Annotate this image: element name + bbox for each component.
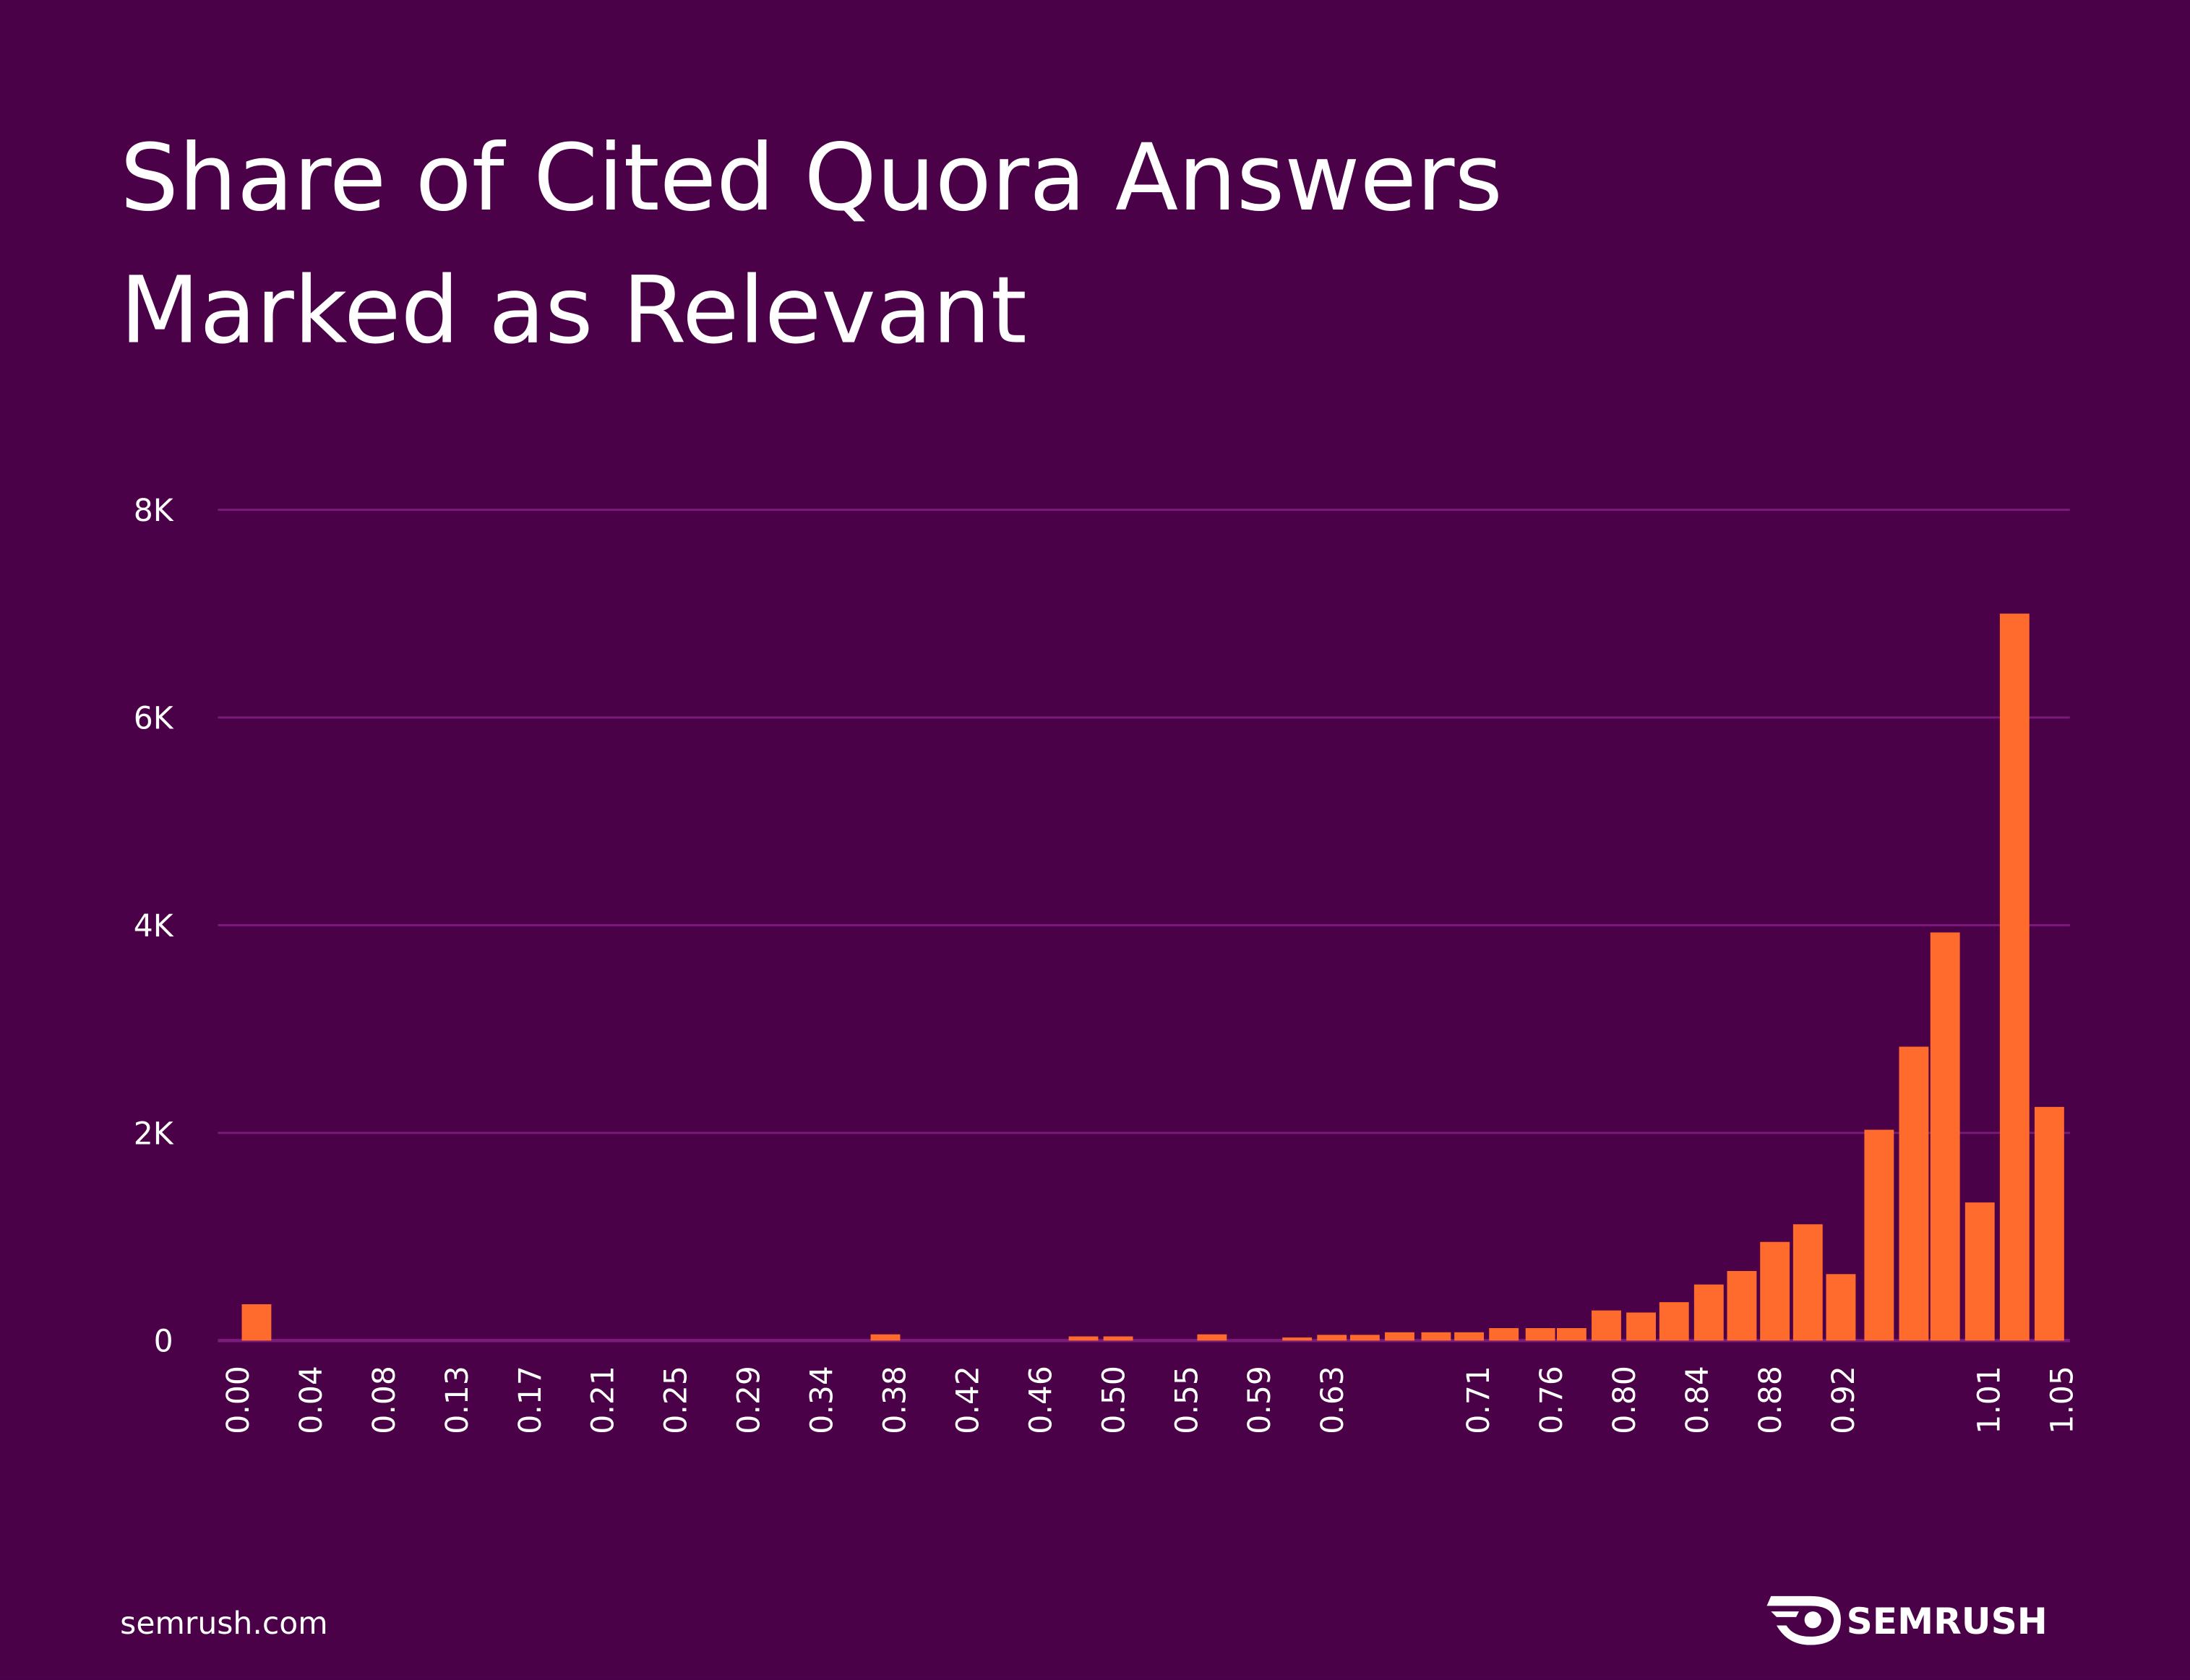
x-tick-label: 1.01 <box>1972 1366 2008 1434</box>
histogram-bar <box>1964 1202 1995 1341</box>
x-tick-label: 0.50 <box>1096 1366 1132 1434</box>
histogram-bar <box>1826 1274 1856 1341</box>
x-tick-label: 0.59 <box>1242 1366 1278 1434</box>
x-tick-label: 0.71 <box>1461 1366 1497 1434</box>
histogram-bar <box>1626 1312 1656 1341</box>
x-tick-label: 0.29 <box>732 1366 768 1434</box>
x-tick-label: 0.92 <box>1826 1366 1862 1434</box>
x-tick-label: 0.08 <box>367 1366 403 1434</box>
x-tick-label: 0.21 <box>586 1366 622 1434</box>
histogram-bar <box>1760 1241 1790 1341</box>
y-tick-label: 6K <box>134 701 174 736</box>
histogram-bar <box>1197 1334 1227 1341</box>
y-tick-label: 8K <box>134 494 174 529</box>
y-tick-label: 0 <box>154 1324 173 1360</box>
x-tick-label: 1.05 <box>2045 1366 2081 1434</box>
x-tick-label: 0.17 <box>513 1366 549 1434</box>
x-tick-label: 0.80 <box>1607 1366 1643 1434</box>
source-label: semrush.com <box>120 1606 327 1642</box>
histogram-bar <box>870 1334 901 1341</box>
logo-text: SEMRUSH <box>1847 1600 2048 1642</box>
x-tick-label: 0.46 <box>1023 1366 1059 1434</box>
x-tick-label: 0.00 <box>221 1366 257 1434</box>
semrush-logo: SEMRUSH <box>1766 1595 2048 1645</box>
histogram-bar <box>1525 1328 1555 1341</box>
histogram-bar <box>1421 1332 1451 1341</box>
x-tick-label: 0.84 <box>1680 1366 1716 1434</box>
y-tick-label: 4K <box>134 909 174 944</box>
histogram-bar <box>1556 1328 1586 1341</box>
histogram-bar <box>1693 1284 1724 1341</box>
histogram-bar <box>1489 1328 1519 1341</box>
histogram-bar <box>1727 1270 1757 1341</box>
x-tick-label: 0.63 <box>1315 1366 1351 1434</box>
histogram-bar <box>1864 1129 1894 1341</box>
histogram-bar <box>1899 1046 1929 1341</box>
histogram-bar <box>1659 1302 1689 1341</box>
histogram-bar <box>241 1304 272 1341</box>
histogram-bar <box>2034 1106 2064 1341</box>
histogram-bar <box>1792 1224 1823 1341</box>
x-tick-label: 0.55 <box>1169 1366 1205 1434</box>
histogram-bar <box>1282 1337 1313 1341</box>
x-tick-label: 0.13 <box>440 1366 476 1434</box>
histogram-bar <box>1317 1335 1347 1341</box>
x-tick-label: 0.38 <box>878 1366 914 1434</box>
histogram-bar <box>1068 1336 1099 1341</box>
histogram-bar <box>1349 1335 1380 1341</box>
x-tick-label: 0.04 <box>294 1366 330 1434</box>
histogram-bar <box>1385 1332 1414 1341</box>
x-tick-label: 0.42 <box>950 1366 986 1434</box>
x-tick-label: 0.76 <box>1534 1366 1570 1434</box>
x-tick-label: 0.34 <box>805 1366 841 1434</box>
histogram-bar <box>1103 1336 1133 1341</box>
histogram-bar <box>1592 1310 1621 1341</box>
histogram-bar <box>1999 613 2030 1341</box>
histogram-bar <box>1930 932 1960 1341</box>
y-tick-label: 2K <box>134 1116 174 1152</box>
title-line-1: Share of Cited Quora Answers <box>120 125 1503 232</box>
histogram-bar <box>1454 1332 1485 1341</box>
x-tick-label: 0.25 <box>659 1366 695 1434</box>
title-line-2: Marked as Relevant <box>120 258 1027 365</box>
semrush-fireball-icon <box>1766 1595 1841 1645</box>
x-tick-label: 0.88 <box>1753 1366 1789 1434</box>
